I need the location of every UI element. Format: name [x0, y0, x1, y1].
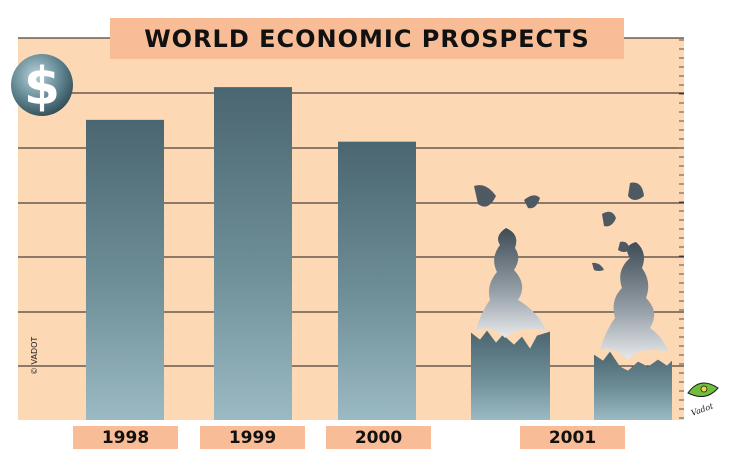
chart-title-box: WORLD ECONOMIC PROSPECTS [110, 18, 624, 59]
smoke-plume [600, 242, 668, 360]
bar [338, 141, 416, 420]
bar [86, 119, 164, 420]
chart-title: WORLD ECONOMIC PROSPECTS [144, 24, 590, 53]
debris-fragment [602, 211, 616, 227]
signature-leaf-icon [687, 382, 719, 398]
signature: Vadot [690, 401, 715, 418]
debris-fragment [592, 262, 604, 271]
category-label: 2000 [326, 426, 431, 449]
category-label: 1998 [73, 426, 178, 449]
bars [86, 87, 672, 420]
category-label: 1999 [200, 426, 305, 449]
dollar-sign: $ [24, 57, 60, 117]
debris-fragment [628, 182, 644, 200]
bar [214, 87, 292, 420]
debris-fragment [618, 241, 630, 252]
bar [594, 351, 672, 420]
category-label: 2001 [520, 426, 625, 449]
smoke-plumes [474, 182, 668, 360]
debris-fragment [474, 185, 496, 207]
debris-fragment [524, 195, 540, 209]
smoke-plume [476, 228, 546, 338]
bar [471, 330, 550, 420]
dollar-coin-icon [11, 54, 73, 116]
axis-ticks [679, 39, 684, 419]
copyright-credit: © VADOT [30, 336, 39, 375]
